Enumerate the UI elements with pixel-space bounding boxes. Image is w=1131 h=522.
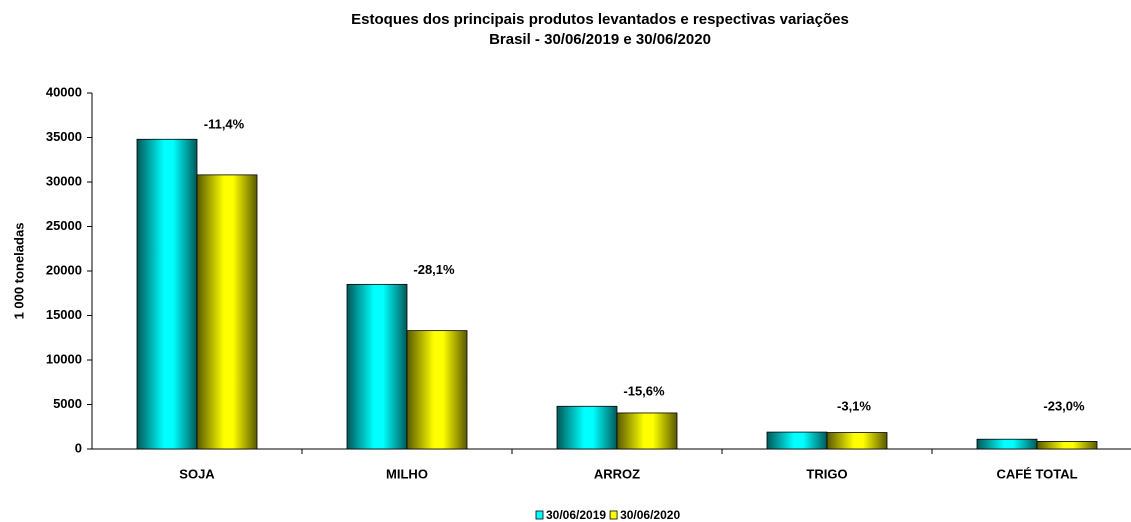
y-tick-label: 40000: [46, 84, 82, 99]
legend-swatch: [535, 510, 544, 520]
y-tick-label: 15000: [46, 307, 82, 322]
annotation: -28,1%: [413, 262, 455, 277]
x-tick-label: ARROZ: [594, 466, 640, 481]
bar: [1036, 441, 1098, 450]
bar: [766, 431, 828, 450]
annotation: -3,1%: [837, 398, 871, 413]
bar: [616, 412, 678, 450]
annotation: -11,4%: [204, 117, 245, 132]
y-tick-label: 0: [75, 440, 82, 455]
annotation: -15,6%: [623, 384, 665, 399]
x-tick-label: TRIGO: [806, 466, 847, 481]
legend-swatch: [609, 510, 618, 520]
y-tick-label: 30000: [46, 173, 82, 188]
bar: [136, 138, 198, 450]
y-tick-label: 35000: [46, 129, 82, 144]
bar: [556, 405, 618, 450]
y-tick-label: 25000: [46, 218, 82, 233]
y-tick-label: 5000: [53, 396, 82, 411]
bar: [346, 283, 408, 450]
bar: [976, 438, 1038, 450]
legend-label: 30/06/2019: [546, 508, 606, 522]
y-tick-label: 10000: [46, 351, 82, 366]
legend-label: 30/06/2020: [620, 508, 680, 522]
bar: [196, 174, 258, 450]
y-axis-label: 1 000 toneladas: [11, 223, 26, 320]
bar: [826, 432, 888, 450]
x-tick-label: MILHO: [386, 466, 428, 481]
chart-title: Estoques dos principais produtos levanta…: [351, 11, 849, 28]
bar: [406, 330, 468, 450]
chart-subtitle: Brasil - 30/06/2019 e 30/06/2020: [489, 31, 711, 48]
x-tick-label: CAFÉ TOTAL: [996, 466, 1077, 481]
x-tick-label: SOJA: [179, 466, 215, 481]
annotation: -23,0%: [1043, 398, 1085, 413]
y-tick-label: 20000: [46, 262, 82, 277]
